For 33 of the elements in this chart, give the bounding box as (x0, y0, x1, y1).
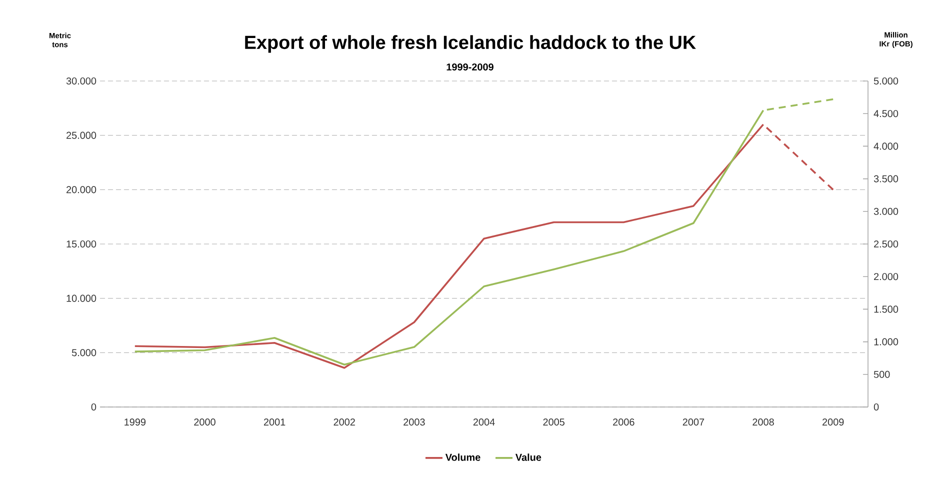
x-tick-label: 1999 (124, 418, 146, 426)
y-tick-label: 25.000 (66, 132, 96, 139)
y-tick-label: 10.000 (66, 294, 96, 302)
y2-tick-label: 5.000 (874, 77, 898, 85)
y2-tick-label: 500 (874, 370, 890, 378)
y2-tick-label: 2.000 (874, 273, 898, 280)
y-tick-label: 15.000 (66, 240, 96, 248)
y2-tick-label: 3.500 (874, 175, 898, 182)
x-tick-label: 2001 (264, 418, 286, 426)
x-tick-label: 2002 (334, 418, 355, 426)
legend-label: Volume (445, 454, 480, 461)
y2-tick-label: 4.500 (874, 110, 898, 118)
x-tick-label: 2007 (682, 418, 704, 426)
y-tick-label: 5.000 (72, 349, 96, 356)
y-tick-label: 0 (91, 403, 96, 411)
y2-tick-label: 3.000 (874, 208, 898, 215)
x-tick-label: 2000 (194, 418, 216, 426)
y2-tick-label: 1.000 (874, 338, 898, 346)
y2-tick-label: 1.500 (874, 306, 898, 313)
legend-label: Value (515, 454, 542, 461)
chart-subtitle: 1999-2009 (446, 63, 494, 71)
x-tick-label: 2008 (752, 418, 774, 426)
chart-title: Export of whole fresh Icelandic haddock to the UK (245, 35, 696, 53)
x-tick-label: 2004 (473, 418, 495, 426)
y-tick-label: 20.000 (66, 186, 96, 194)
y2-tick-label: 0 (874, 403, 879, 411)
x-tick-label: 2009 (822, 418, 844, 426)
y2-tick-label: 4.000 (874, 142, 898, 150)
x-tick-label: 2003 (404, 418, 425, 426)
y2-tick-label: 2.500 (874, 240, 898, 248)
x-tick-label: 2005 (543, 418, 564, 426)
y-tick-label: 30.000 (66, 77, 96, 85)
x-tick-label: 2006 (613, 418, 634, 426)
